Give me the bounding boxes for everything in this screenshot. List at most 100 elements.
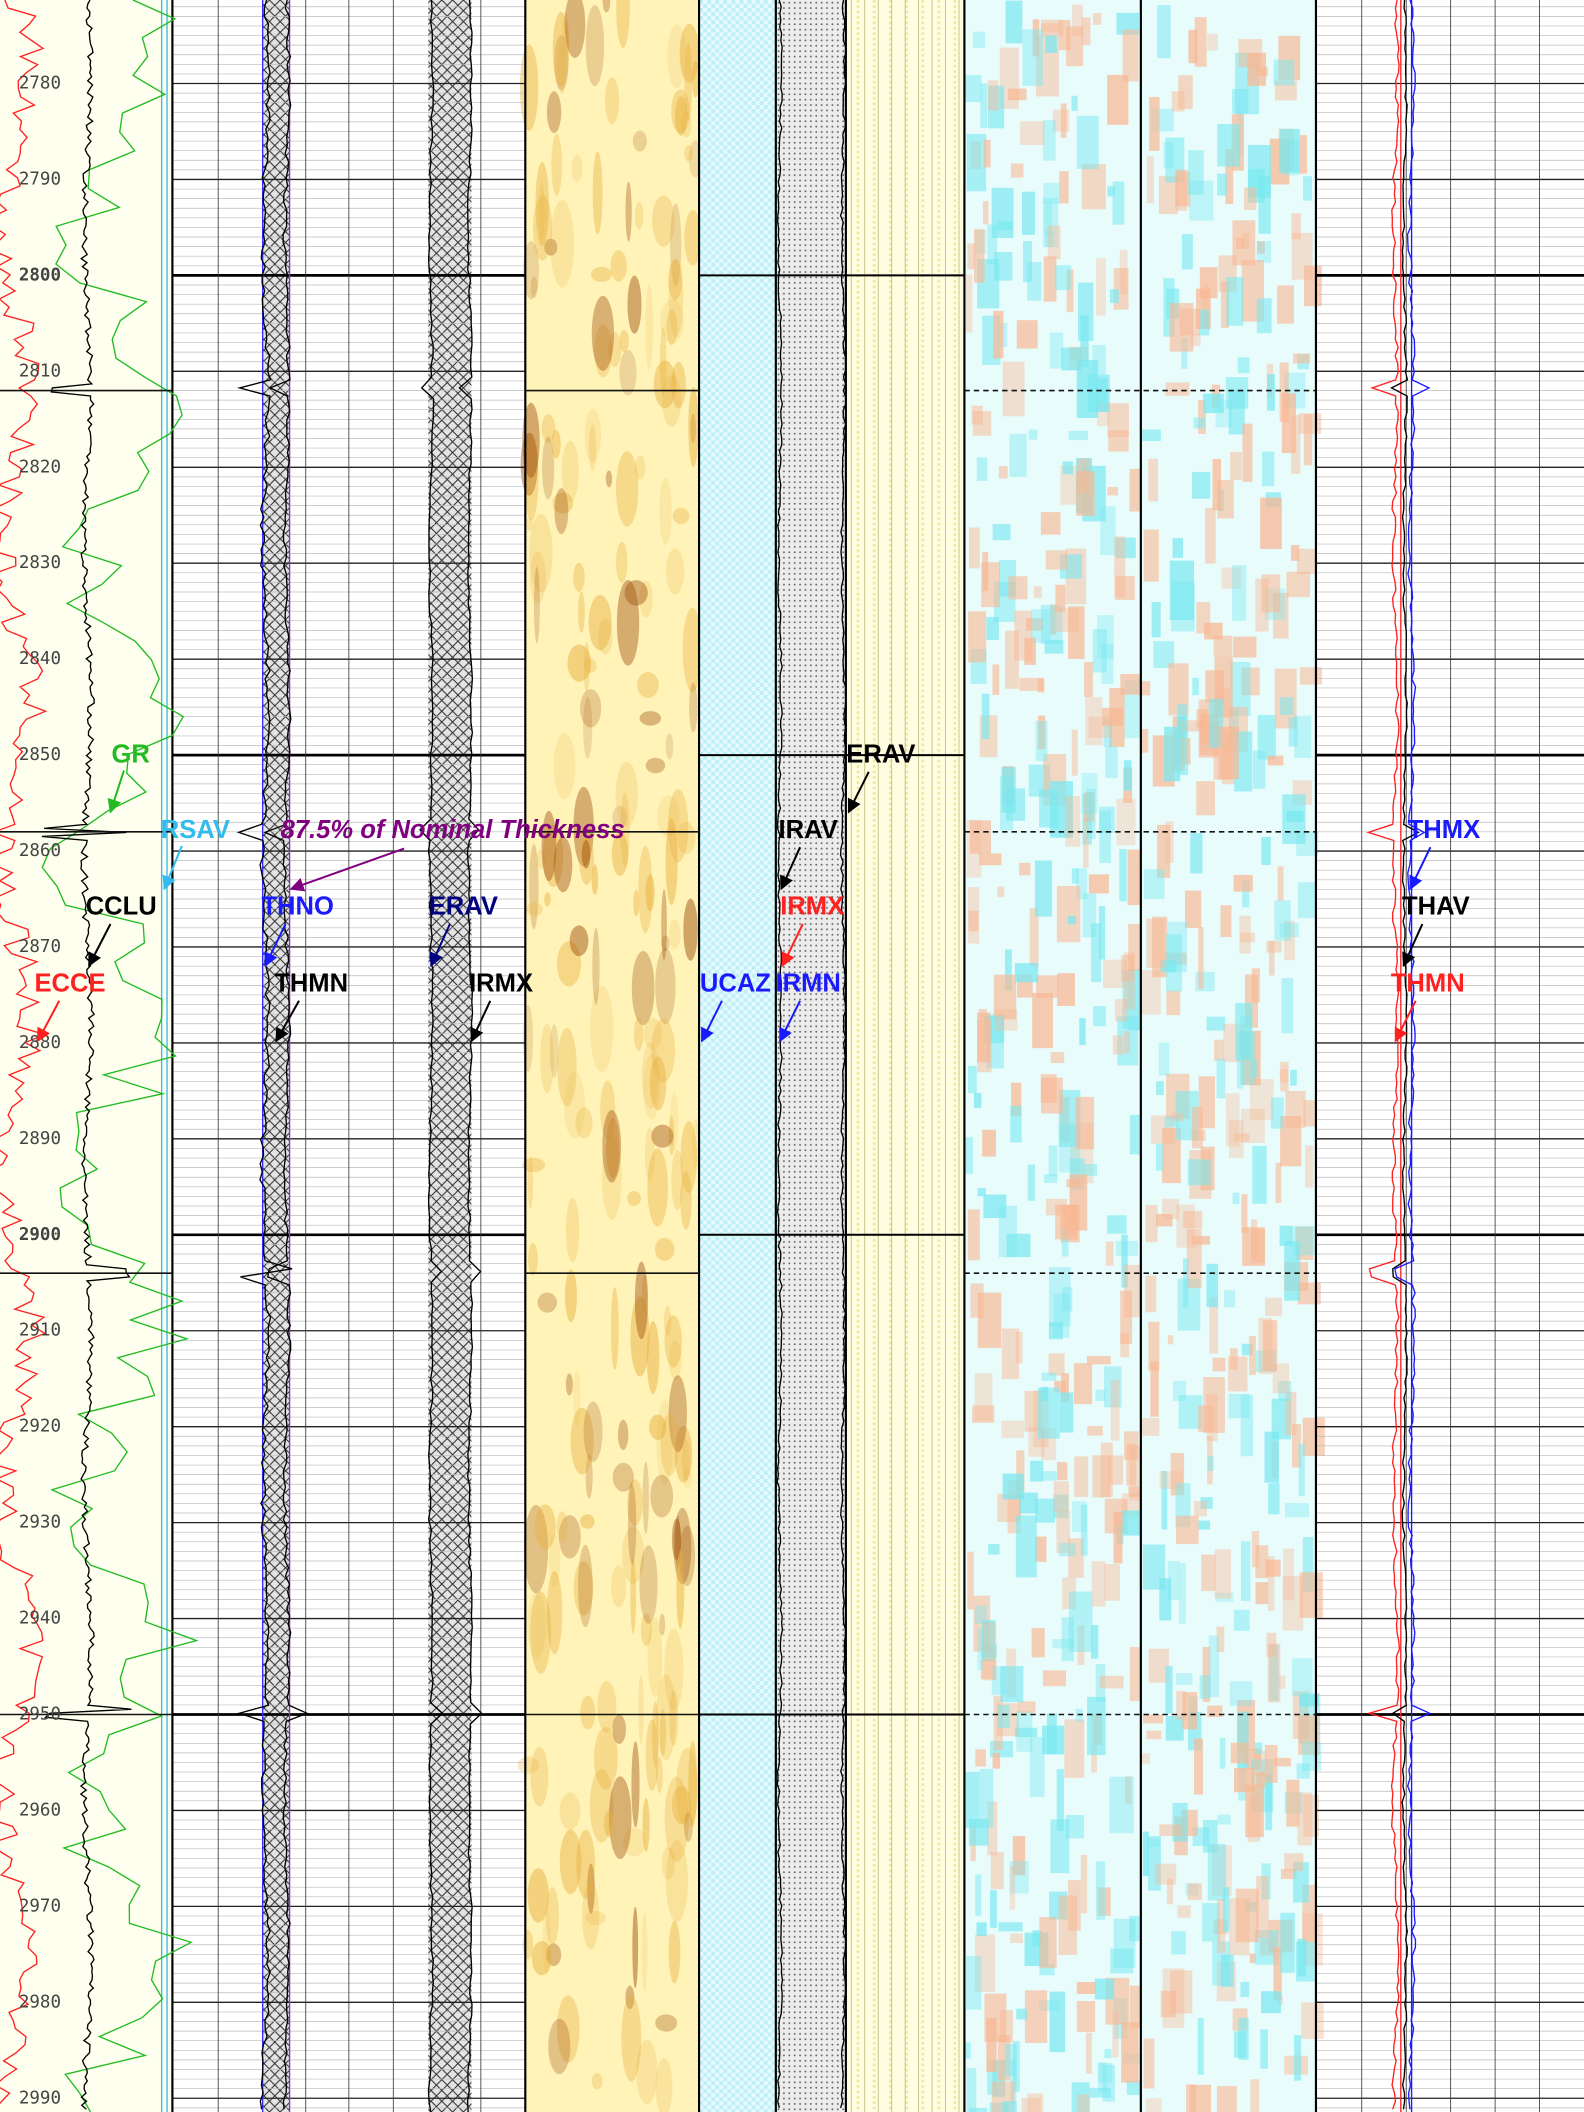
curve-label: ERAV bbox=[429, 893, 498, 921]
image-cell bbox=[995, 1009, 1018, 1031]
image-cell bbox=[1273, 1947, 1282, 2001]
image-cell bbox=[1279, 1675, 1286, 1689]
image-cell bbox=[1167, 921, 1187, 973]
image-blob bbox=[684, 145, 693, 162]
image-cell bbox=[1284, 1853, 1304, 1872]
image-cell bbox=[1225, 377, 1249, 409]
image-blob bbox=[625, 1985, 635, 2010]
image-cell bbox=[1110, 1379, 1120, 1441]
image-cell bbox=[1241, 1343, 1253, 1356]
image-cell bbox=[1115, 575, 1135, 601]
image-blob bbox=[688, 387, 699, 468]
image-cell bbox=[1145, 2098, 1162, 2112]
image-cell bbox=[1154, 1863, 1177, 1885]
image-cell bbox=[965, 75, 982, 103]
image-blob bbox=[519, 44, 539, 131]
hatched-column bbox=[428, 0, 472, 2112]
image-blob bbox=[665, 818, 678, 906]
image-blob bbox=[684, 1811, 693, 1842]
image-blob bbox=[620, 793, 630, 867]
image-cell bbox=[1299, 135, 1308, 174]
image-blob bbox=[668, 258, 684, 337]
image-cell bbox=[1281, 978, 1294, 1034]
image-blob bbox=[552, 11, 570, 87]
image-cell bbox=[1012, 2041, 1020, 2092]
image-blob bbox=[656, 1673, 676, 1761]
image-cell bbox=[1060, 465, 1078, 505]
curve-label: CCLU bbox=[86, 893, 157, 921]
image-cell bbox=[1081, 164, 1106, 210]
image-blob bbox=[590, 985, 614, 1073]
image-cell bbox=[968, 910, 979, 932]
caliper-right2 bbox=[458, 0, 483, 2112]
image-cell bbox=[1167, 1335, 1174, 1345]
image-cell bbox=[1087, 1426, 1103, 1436]
image-blob bbox=[631, 951, 655, 1026]
image-cell bbox=[1065, 1815, 1085, 1839]
image-blob bbox=[592, 927, 600, 1005]
image-cell bbox=[1094, 1978, 1115, 2000]
image-cell bbox=[1230, 1742, 1249, 1764]
image-blob bbox=[621, 1526, 645, 1584]
thmx-right bbox=[1394, 0, 1432, 2110]
image-cell bbox=[979, 853, 1002, 866]
image-cell bbox=[1252, 750, 1266, 789]
image-cell bbox=[1120, 1333, 1130, 1358]
image-cell bbox=[987, 2060, 997, 2095]
image-blob bbox=[632, 130, 647, 152]
image-cell bbox=[1165, 1715, 1184, 1741]
curve-label: IRMX bbox=[780, 893, 844, 921]
image-cell bbox=[1178, 720, 1203, 732]
image-cell bbox=[1183, 1258, 1189, 1308]
image-cell bbox=[973, 229, 985, 283]
image-cell bbox=[1018, 1492, 1038, 1514]
image-cell bbox=[1292, 1658, 1313, 1697]
image-cell bbox=[1112, 1035, 1123, 1055]
image-blob bbox=[660, 1413, 679, 1476]
image-blob bbox=[663, 1305, 672, 1336]
image-blob bbox=[634, 455, 646, 480]
image-blob bbox=[638, 1674, 644, 1744]
image-cell bbox=[1095, 1861, 1106, 1920]
image-cell bbox=[977, 1188, 986, 1197]
image-cell bbox=[1198, 1520, 1211, 1530]
image-blob bbox=[581, 839, 591, 869]
depth-label: 2810 bbox=[19, 361, 61, 381]
image-cell bbox=[1099, 810, 1111, 863]
image-cell bbox=[1241, 1194, 1248, 1233]
image-blob bbox=[668, 259, 683, 301]
image-blob bbox=[523, 1504, 549, 1594]
image-blob bbox=[679, 1525, 696, 1586]
image-cell bbox=[1290, 1069, 1297, 1086]
image-cell bbox=[1044, 201, 1052, 237]
image-cell bbox=[1008, 576, 1028, 600]
image-cell bbox=[1043, 182, 1060, 204]
image-blob bbox=[655, 1756, 663, 1794]
image-blob bbox=[661, 374, 682, 427]
image-cell bbox=[1299, 1694, 1319, 1707]
image-cell bbox=[1002, 1473, 1025, 1500]
image-cell bbox=[1014, 963, 1039, 983]
image-cell bbox=[1119, 849, 1127, 902]
image-cell bbox=[1151, 601, 1161, 638]
image-cell bbox=[1011, 1082, 1022, 1116]
image-cell bbox=[1146, 1730, 1162, 1740]
image-cell bbox=[1097, 1887, 1111, 1916]
image-blob bbox=[659, 477, 672, 545]
thmn-right bbox=[1366, 0, 1401, 2110]
image-cell bbox=[1090, 923, 1102, 983]
image-cell bbox=[1233, 1133, 1250, 1142]
image-blob bbox=[627, 1190, 641, 1207]
image-cell bbox=[1286, 1779, 1300, 1827]
image-cell bbox=[1142, 429, 1161, 442]
image-blob bbox=[612, 1714, 627, 1744]
image-cell bbox=[1110, 1948, 1134, 1974]
image-blob bbox=[606, 1117, 620, 1179]
image-cell bbox=[1242, 233, 1250, 249]
image-cell bbox=[1069, 1174, 1088, 1231]
image-blob bbox=[634, 201, 644, 230]
image-cell bbox=[1177, 704, 1187, 738]
image-blob bbox=[530, 1591, 552, 1674]
image-cell bbox=[1228, 1393, 1250, 1419]
depth-label: 2960 bbox=[19, 1800, 61, 1820]
